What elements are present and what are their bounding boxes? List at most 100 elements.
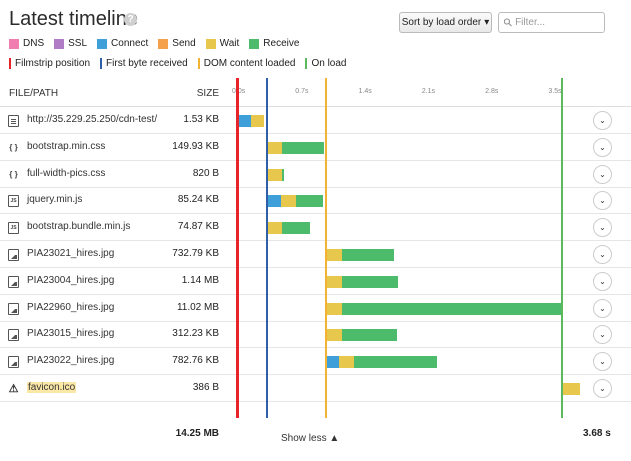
file-name: PIA23022_hires.jpg: [27, 355, 115, 367]
table-row[interactable]: JS bootstrap.bundle.min.js 74.87 KB ⌄: [0, 214, 631, 242]
timing-bar-wait: [339, 356, 354, 369]
legend-label: SSL: [68, 38, 88, 49]
legend-label: First byte received: [106, 58, 188, 69]
legend-swatch: [97, 38, 108, 49]
legend-marker-dom-content-loaded: DOM content loaded: [197, 58, 296, 69]
file-name: http://35.229.25.250/cdn-test/: [27, 114, 158, 125]
legend-wait: Wait: [205, 38, 240, 49]
total-size: 14.25 MB: [175, 428, 219, 439]
image-file-icon: [8, 249, 19, 261]
file-name: jquery.min.js: [27, 194, 83, 206]
file-name: bootstrap.min.css: [27, 140, 106, 152]
timing-bar-receive: [341, 329, 397, 342]
legend-swatch: [54, 38, 65, 49]
timing-bar-wait: [266, 222, 283, 235]
file-size: 386 B: [192, 382, 219, 393]
help-icon[interactable]: ?: [124, 13, 137, 26]
timing-bar-receive: [353, 356, 437, 369]
timing-bar-wait: [324, 302, 342, 315]
table-row[interactable]: PIA23015_hires.jpg 312.23 KB ⌄: [0, 321, 631, 349]
legend-label: DNS: [23, 38, 45, 49]
file-size: 732.79 KB: [172, 248, 219, 259]
legend-label: Send: [172, 38, 196, 49]
time-tick-label: 1.4s: [358, 88, 372, 95]
timing-bar-receive: [295, 195, 323, 208]
legend-swatch: [249, 38, 260, 49]
timing-bar-connect: [325, 356, 340, 369]
file-name: PIA23004_hires.jpg: [27, 274, 115, 286]
timing-bar-receive: [341, 302, 561, 315]
legend-label: On load: [311, 58, 347, 69]
javascript-file-icon: JS: [8, 222, 19, 235]
legend-connect: Connect: [97, 38, 148, 49]
chevron-down-icon[interactable]: ⌄: [593, 137, 612, 157]
chevron-down-icon[interactable]: ⌄: [593, 191, 612, 211]
timing-bar-wait: [281, 195, 296, 208]
chevron-down-icon[interactable]: ⌄: [593, 271, 612, 291]
file-name: PIA22960_hires.jpg: [27, 301, 115, 313]
timing-bar-wait: [324, 275, 342, 288]
chevron-down-icon[interactable]: ⌄: [593, 245, 612, 264]
timing-bar-wait: [324, 249, 342, 261]
timing-bar-wait: [324, 329, 342, 342]
table-row[interactable]: http://35.229.25.250/cdn-test/1.53 KB ⌄: [0, 107, 631, 134]
timing-bar-wait: [251, 115, 264, 127]
file-size: 149.93 KB: [172, 140, 219, 152]
legend-label: DOM content loaded: [203, 58, 296, 69]
timing-bar-receive: [341, 275, 398, 288]
table-row[interactable]: JS jquery.min.js 85.24 KB ⌄: [0, 187, 631, 215]
chevron-down-icon[interactable]: ⌄: [593, 218, 612, 238]
warning-icon: ⚠: [8, 383, 19, 395]
timing-bar-connect: [237, 115, 252, 127]
marker-line-swatch: [197, 58, 200, 69]
table-row[interactable]: { } bootstrap.min.css 149.93 KB ⌄: [0, 134, 631, 161]
show-less-button[interactable]: Show less ▲: [281, 433, 340, 444]
marker-dom-content-loaded: [324, 78, 327, 418]
chevron-down-icon[interactable]: ⌄: [593, 325, 612, 345]
col-size-header: SIZE: [196, 88, 219, 99]
time-tick-label: 3.5s: [548, 88, 562, 95]
table-row[interactable]: PIA22960_hires.jpg 11.02 MB ⌄: [0, 295, 631, 322]
table-row[interactable]: { } full-width-pics.css 820 B ⌄: [0, 161, 631, 188]
image-file-icon: [8, 356, 19, 369]
image-file-icon: [8, 329, 19, 342]
table-row[interactable]: PIA23022_hires.jpg 782.76 KB ⌄: [0, 348, 631, 376]
legend-send: Send: [158, 38, 196, 49]
chevron-down-icon[interactable]: ⌄: [593, 352, 612, 372]
timing-bar-wait: [266, 168, 283, 181]
file-name: PIA23021_hires.jpg: [27, 248, 115, 259]
chevron-down-icon[interactable]: ⌄: [593, 111, 612, 130]
chevron-down-icon[interactable]: ⌄: [593, 379, 612, 398]
table-row[interactable]: PIA23021_hires.jpg 732.79 KB ⌄: [0, 241, 631, 268]
caret-down-icon: ▾: [484, 17, 490, 28]
total-time: 3.68 s: [583, 428, 611, 439]
marker-legend: Filmstrip position First byte received DOM…: [9, 58, 356, 69]
filter-input[interactable]: [515, 17, 596, 28]
phase-legend: DNS SSL Connect Send Wait Receive: [9, 38, 309, 49]
marker-line-swatch: [100, 58, 103, 69]
filter-field[interactable]: ⚲: [498, 12, 605, 33]
image-file-icon: [8, 275, 19, 288]
time-tick-label: 0.7s: [295, 88, 309, 95]
time-tick-label: 2.8s: [485, 88, 499, 95]
table-header: FILE/PATH SIZE 0.0s0.7s1.4s2.1s2.8s3.5s: [0, 82, 631, 107]
legend-marker-filmstrip-position: Filmstrip position: [9, 58, 90, 69]
timing-bar-receive: [282, 141, 324, 154]
table-row[interactable]: PIA23004_hires.jpg 1.14 MB ⌄: [0, 268, 631, 295]
page-title: Latest timeline: [9, 8, 138, 30]
chevron-down-icon[interactable]: ⌄: [593, 164, 612, 184]
sort-label: Sort by load order: [401, 17, 482, 28]
sort-dropdown[interactable]: Sort by load order ▾: [399, 12, 492, 33]
legend-label: Wait: [219, 38, 240, 49]
legend-marker-on-load: On load: [305, 58, 346, 69]
table-row[interactable]: ⚠ favicon.ico 386 B ⌄: [0, 375, 631, 402]
file-size: 1.53 KB: [183, 114, 219, 125]
search-icon: ⚲: [501, 15, 516, 30]
file-size: 312.23 KB: [172, 328, 219, 340]
chevron-down-icon[interactable]: ⌄: [593, 298, 612, 318]
marker-line-swatch: [305, 58, 308, 69]
file-size: 1.14 MB: [181, 274, 219, 286]
legend-label: Receive: [263, 38, 300, 49]
timing-bar-receive: [282, 168, 284, 181]
time-tick-label: 2.1s: [421, 88, 436, 95]
